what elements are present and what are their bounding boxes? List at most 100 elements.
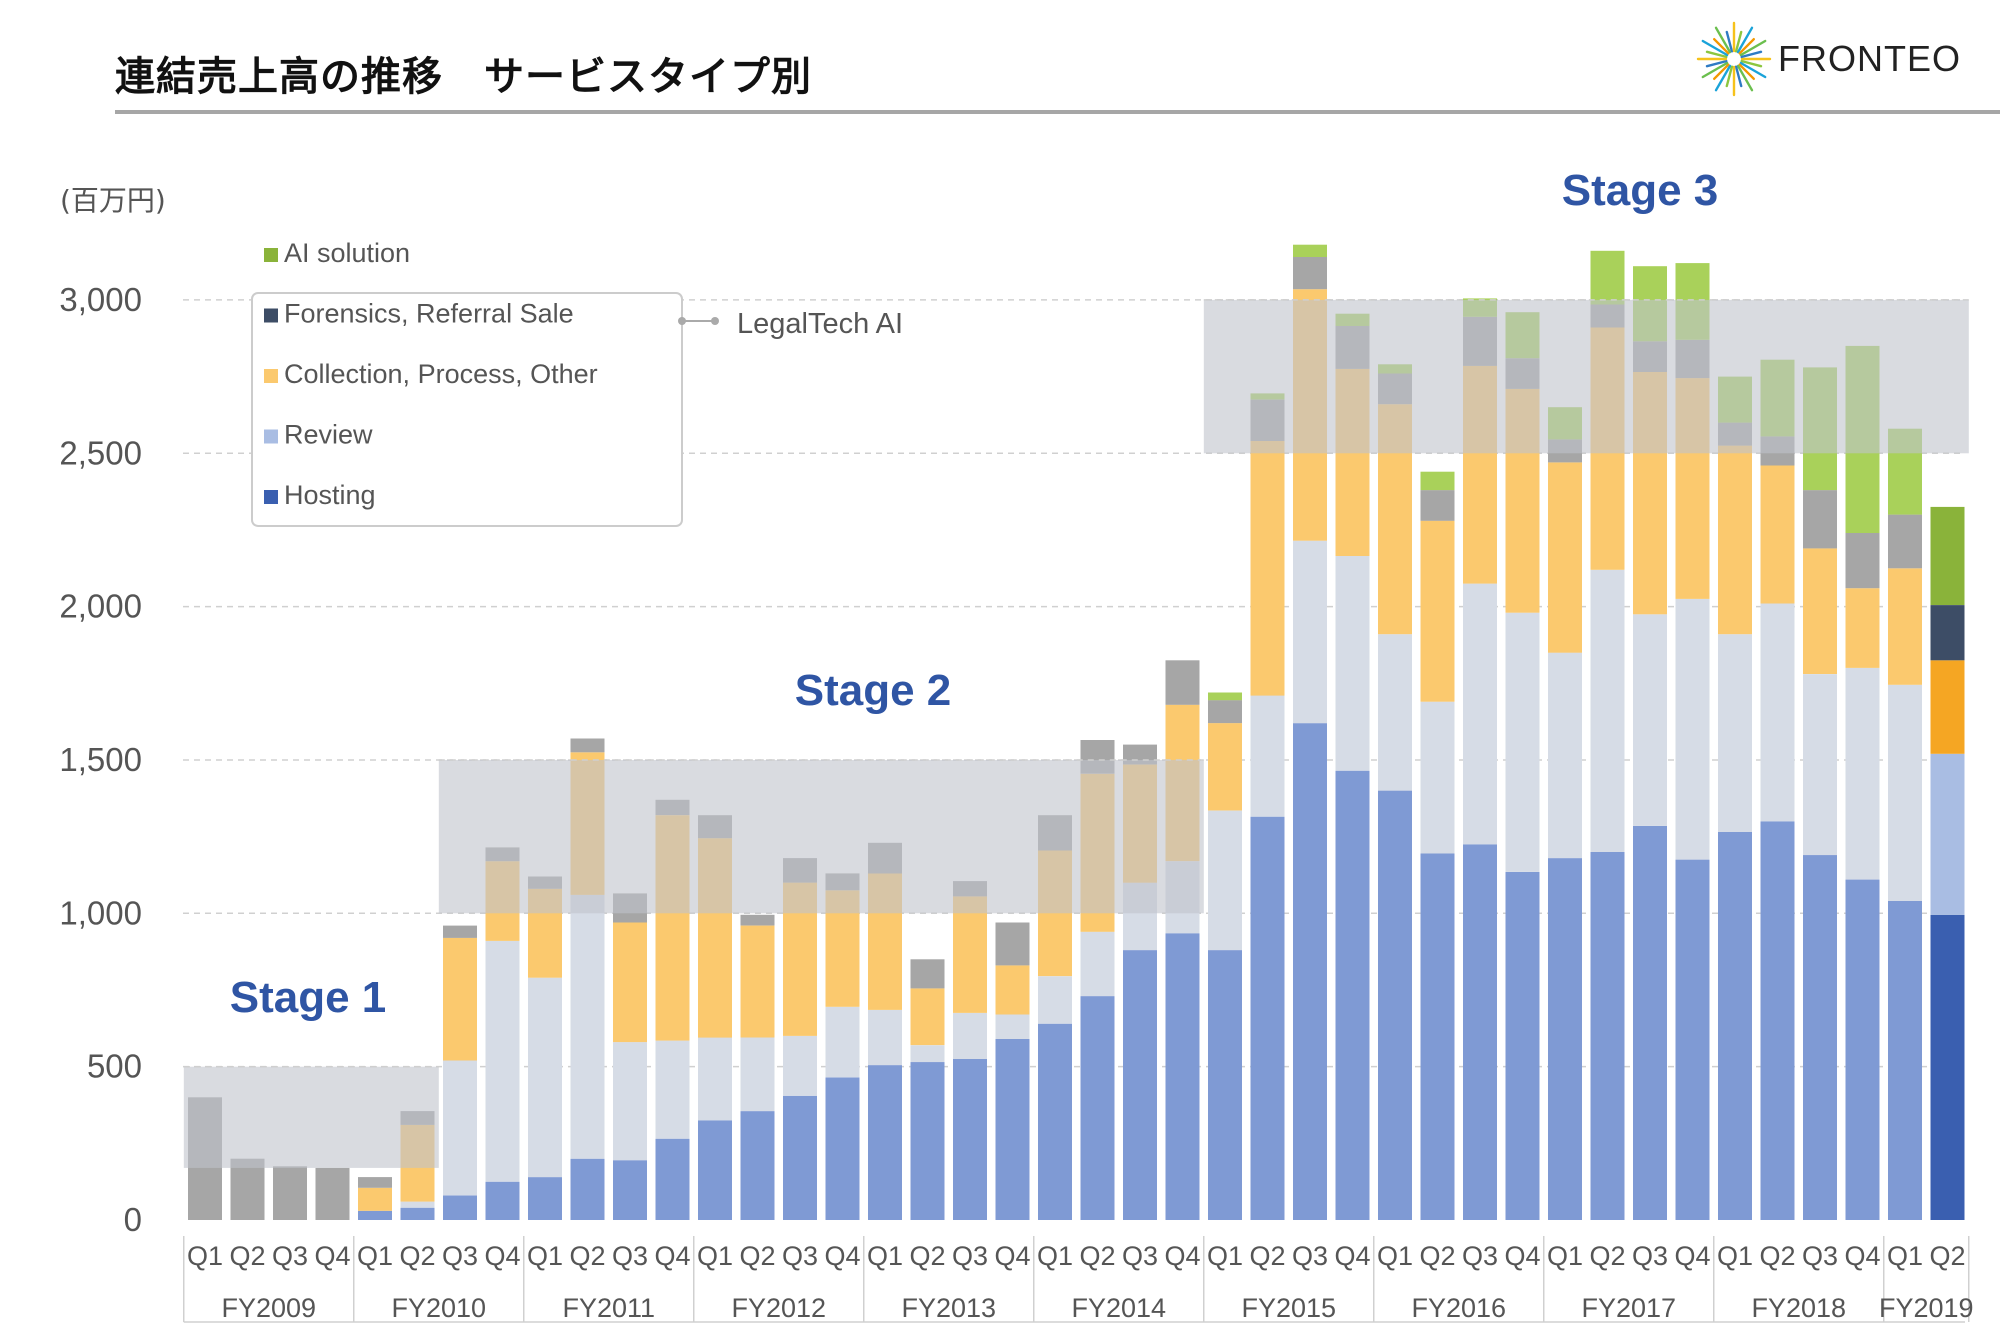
bar-segment-forensics [1803,490,1837,549]
x-tick-label-quarter: Q1 [1207,1241,1243,1271]
bar-segment-collection [1420,520,1455,702]
bar-segment-hosting [825,1077,860,1220]
legend-label: AI solution [284,238,410,268]
bar-segment-forensics [1208,700,1242,724]
bar-segment-hosting [443,1195,477,1220]
logo-ray [1713,38,1730,55]
bar-segment-forensics [740,914,775,926]
bar-segment-review [1675,598,1710,860]
x-tick-label-quarter: Q1 [357,1241,393,1271]
bar-segment-collection [443,937,477,1061]
bar-segment-review [1463,583,1497,845]
bar-segment-collection [358,1187,392,1211]
x-tick-label-quarter: Q3 [1122,1241,1158,1271]
bar-segment-hosting [1633,825,1667,1220]
bar-segment-hosting [1803,855,1837,1220]
logo-ray [1740,50,1763,59]
fiscal-year-label: FY2019 [1879,1293,1974,1323]
bar-segment-collection [1760,465,1795,604]
x-tick-label-quarter: Q1 [1887,1241,1923,1271]
bar-segment-review [910,1045,945,1063]
bar-segment-forensics [273,1166,307,1220]
x-tick-label-quarter: Q3 [1802,1241,1838,1271]
x-tick-label-quarter: Q3 [1462,1241,1498,1271]
bar-segment-review [613,1042,647,1161]
x-tick-label-quarter: Q2 [1589,1241,1625,1271]
bar-segment-hosting [485,1181,520,1220]
bar-segment-review [1803,674,1837,856]
page-title: 連結売上高の推移 サービスタイプ別 [115,54,812,100]
bar-segment-review [995,1014,1030,1039]
logo-ray [1725,30,1734,53]
bar-segment-review [740,1037,775,1112]
bar-segment-review [570,894,605,1159]
bar-segment-review [868,1009,902,1066]
y-tick-label: 2,000 [59,588,142,625]
bar-segment-ai [1293,244,1327,257]
y-tick-label: 3,000 [59,281,142,318]
legend-label: Forensics, Referral Sale [284,299,574,329]
title-divider [115,110,2000,114]
legend-annotation-dot [678,317,686,325]
x-tick-label-quarter: Q2 [399,1241,435,1271]
logo-ray [1734,30,1743,53]
fiscal-year-label: FY2017 [1581,1293,1676,1323]
bar-segment-hosting [953,1059,987,1220]
x-tick-label-quarter: Q3 [782,1241,818,1271]
logo-ray [1705,50,1728,59]
sunburst-logo-icon [1696,21,1772,97]
bar-segment-review [1250,695,1285,817]
logo-ray [1725,65,1734,88]
bar-segment-collection [740,925,775,1038]
x-tick-label-quarter: Q3 [442,1241,478,1271]
x-tick-label-quarter: Q1 [187,1241,223,1271]
bar-segment-hosting [1080,996,1115,1220]
bar-segment-collection [1208,723,1242,811]
bar-segment-forensics [358,1177,392,1188]
stage-2-label: Stage 2 [795,666,952,715]
x-tick-label-quarter: Q1 [1037,1241,1073,1271]
bar-segment-review [1080,931,1115,997]
x-tick-label-quarter: Q4 [1844,1241,1880,1271]
bar-segment-review [1930,753,1965,915]
bar-segment-forensics [570,738,605,753]
bar-segment-forensics [1845,533,1880,589]
legend-label: Hosting [284,480,376,510]
bar-segment-collection [1930,660,1965,754]
bar-segment-review [400,1201,435,1208]
x-tick-label-quarter: Q4 [484,1241,520,1271]
x-tick-label-quarter: Q4 [1674,1241,1710,1271]
x-tick-label-quarter: Q1 [527,1241,563,1271]
bar-segment-collection [1250,441,1285,696]
fiscal-year-label: FY2015 [1241,1293,1336,1323]
logo-ray [1714,64,1732,92]
bar-segment-collection [953,896,987,1013]
logo-ray [1714,26,1732,54]
bar-segment-collection [1845,588,1880,668]
stage-3-label: Stage 3 [1562,166,1719,215]
bar-segment-review [528,977,562,1178]
stage-3-box [1203,299,1969,454]
fiscal-year-label: FY2010 [391,1293,486,1323]
bar-segment-review [1888,684,1922,901]
fiscal-year-label: FY2018 [1751,1293,1846,1323]
logo-ray [1713,63,1730,80]
bar-segment-hosting [1463,844,1497,1220]
y-tick-label: 1,500 [59,741,142,778]
bar-segment-hosting [1335,770,1370,1220]
bar-segment-hosting [1293,723,1327,1220]
bar-segment-hosting [655,1138,690,1220]
bar-segment-hosting [1165,933,1200,1220]
legend-swatch [264,369,278,383]
bar-segment-forensics [995,922,1030,966]
bar-segment-forensics [315,1167,350,1220]
bar-segment-ai [1930,506,1965,605]
logo-ray [1701,39,1729,57]
stage-1-label: Stage 1 [230,973,387,1022]
bar-segment-collection [910,988,945,1046]
logo-ray [1701,61,1729,79]
fiscal-year-label: FY2012 [731,1293,826,1323]
bar-segment-review [1335,556,1370,771]
legend-box [251,292,683,527]
